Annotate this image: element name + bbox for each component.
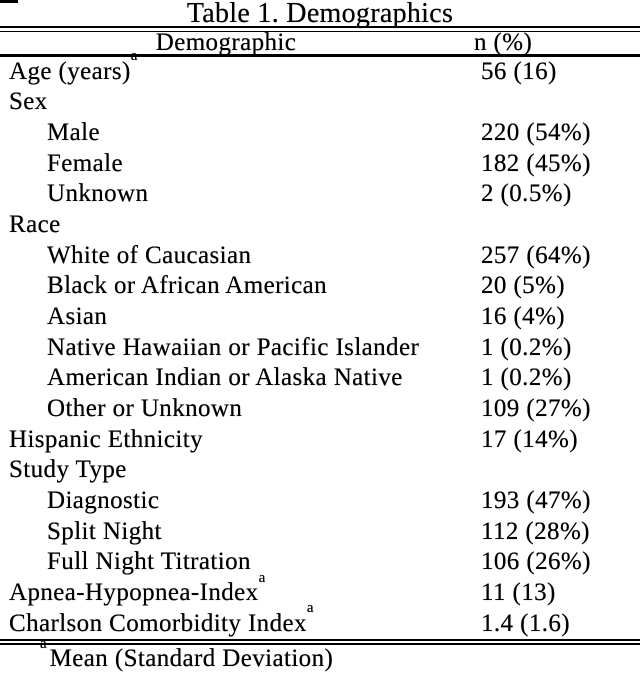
row-label-text: Age (years)	[9, 57, 131, 85]
row-label-text: Split Night	[47, 517, 162, 545]
row-label: Study Type	[9, 455, 127, 486]
table-row: Female 182 (45%)	[0, 149, 640, 180]
row-label: Charlson Comorbidity Indexa	[9, 601, 314, 640]
row-label-text: Native Hawaiian or Pacific Islander	[47, 333, 420, 361]
row-label: American Indian or Alaska Native	[47, 363, 403, 394]
row-value: 2 (0.5%)	[481, 180, 572, 208]
row-label: Diagnostic	[47, 486, 159, 517]
row-value: 56 (16)	[481, 57, 557, 85]
table-row: Diagnostic 193 (47%)	[0, 486, 640, 517]
row-value: 20 (5%)	[481, 272, 566, 300]
row-label: Unknown	[47, 179, 148, 210]
table-body: Age (years)a 56 (16) Sex Male 220 (54%) …	[0, 49, 640, 640]
row-label-text: Full Night Titration	[47, 548, 251, 576]
row-label: Age (years)a	[9, 49, 137, 88]
table-row: Race	[0, 210, 640, 241]
row-label-text: Black or African American	[47, 272, 328, 300]
row-label-text: Sex	[9, 88, 48, 116]
row-label: Female	[47, 149, 123, 180]
table-row: American Indian or Alaska Native 1 (0.2%…	[0, 363, 640, 394]
table-row: Age (years)a 56 (16)	[0, 49, 640, 88]
row-label: Male	[47, 118, 100, 149]
row-label-text: Race	[9, 210, 61, 238]
row-label-text: Unknown	[47, 180, 149, 208]
row-label-text: Study Type	[9, 456, 127, 484]
table-row: Split Night 112 (28%)	[0, 517, 640, 548]
row-value: 16 (4%)	[481, 302, 566, 330]
row-value: 1 (0.2%)	[481, 333, 572, 361]
table-row: Charlson Comorbidity Indexa 1.4 (1.6)	[0, 601, 640, 640]
table-row: Apnea-Hypopnea-Indexa 11 (13)	[0, 570, 640, 609]
row-label: Split Night	[47, 517, 162, 548]
footnote-text: Mean (Standard Deviation)	[49, 645, 334, 673]
row-label: Black or African American	[47, 271, 327, 302]
header-underline-rule	[0, 54, 640, 57]
table-row: Unknown 2 (0.5%)	[0, 179, 640, 210]
row-value: 257 (64%)	[481, 241, 591, 269]
table-header-row: Demographic n (%)	[0, 29, 640, 56]
row-label: Other or Unknown	[47, 394, 242, 425]
row-label-text: Female	[47, 149, 123, 177]
table-row: Native Hawaiian or Pacific Islander 1 (0…	[0, 333, 640, 364]
table-row: Other or Unknown 109 (27%)	[0, 394, 640, 425]
footnote-superscript-marker: a	[40, 635, 47, 652]
row-label: Full Night Titration	[47, 547, 251, 578]
row-label: Native Hawaiian or Pacific Islander	[47, 333, 419, 364]
table-row: Hispanic Ethnicity 17 (14%)	[0, 425, 640, 456]
table-row: Male 220 (54%)	[0, 118, 640, 149]
row-label-text: Asian	[47, 302, 108, 330]
row-label-text: Diagnostic	[47, 486, 160, 514]
row-label: Hispanic Ethnicity	[9, 425, 203, 456]
row-label-text: Apnea-Hypopnea-Index	[9, 578, 259, 606]
row-value: 106 (26%)	[481, 548, 591, 576]
row-label-text: Other or Unknown	[47, 394, 243, 422]
table-row: Asian 16 (4%)	[0, 302, 640, 333]
row-label-text: Male	[47, 118, 100, 146]
table-row: Study Type	[0, 455, 640, 486]
top-left-rule-fragment	[0, 0, 18, 3]
row-label-text: American Indian or Alaska Native	[47, 364, 403, 392]
row-label: Sex	[9, 87, 48, 118]
row-superscript-marker: a	[130, 48, 138, 65]
footnote: aMean (Standard Deviation)	[0, 636, 640, 673]
table-row: Black or African American 20 (5%)	[0, 271, 640, 302]
row-superscript-marker: a	[258, 569, 266, 586]
table-title: Table 1. Demographics	[186, 0, 454, 29]
column-header-n-percent: n (%)	[474, 29, 533, 56]
table-row: White of Caucasian 257 (64%)	[0, 241, 640, 272]
row-label: Apnea-Hypopnea-Indexa	[9, 570, 265, 609]
row-label: Asian	[47, 302, 107, 333]
row-label-text: White of Caucasian	[47, 241, 252, 269]
row-value: 1.4 (1.6)	[481, 609, 571, 637]
row-label: Race	[9, 210, 61, 241]
row-value: 1 (0.2%)	[481, 364, 572, 392]
row-value: 220 (54%)	[481, 118, 591, 146]
row-value: 11 (13)	[481, 578, 556, 606]
row-superscript-marker: a	[306, 600, 314, 617]
row-value: 182 (45%)	[481, 149, 591, 177]
row-value: 193 (47%)	[481, 486, 591, 514]
column-header-demographic: Demographic	[155, 29, 297, 56]
table-row: Full Night Titration 106 (26%)	[0, 547, 640, 578]
row-label: White of Caucasian	[47, 241, 251, 272]
table-row: Sex	[0, 87, 640, 118]
row-value: 17 (14%)	[481, 425, 578, 453]
bottom-double-rule	[0, 639, 640, 646]
row-label-text: Charlson Comorbidity Index	[9, 609, 307, 637]
row-value: 112 (28%)	[481, 517, 590, 545]
row-label-text: Hispanic Ethnicity	[9, 425, 203, 453]
row-value: 109 (27%)	[481, 394, 591, 422]
top-double-rule	[0, 26, 640, 32]
